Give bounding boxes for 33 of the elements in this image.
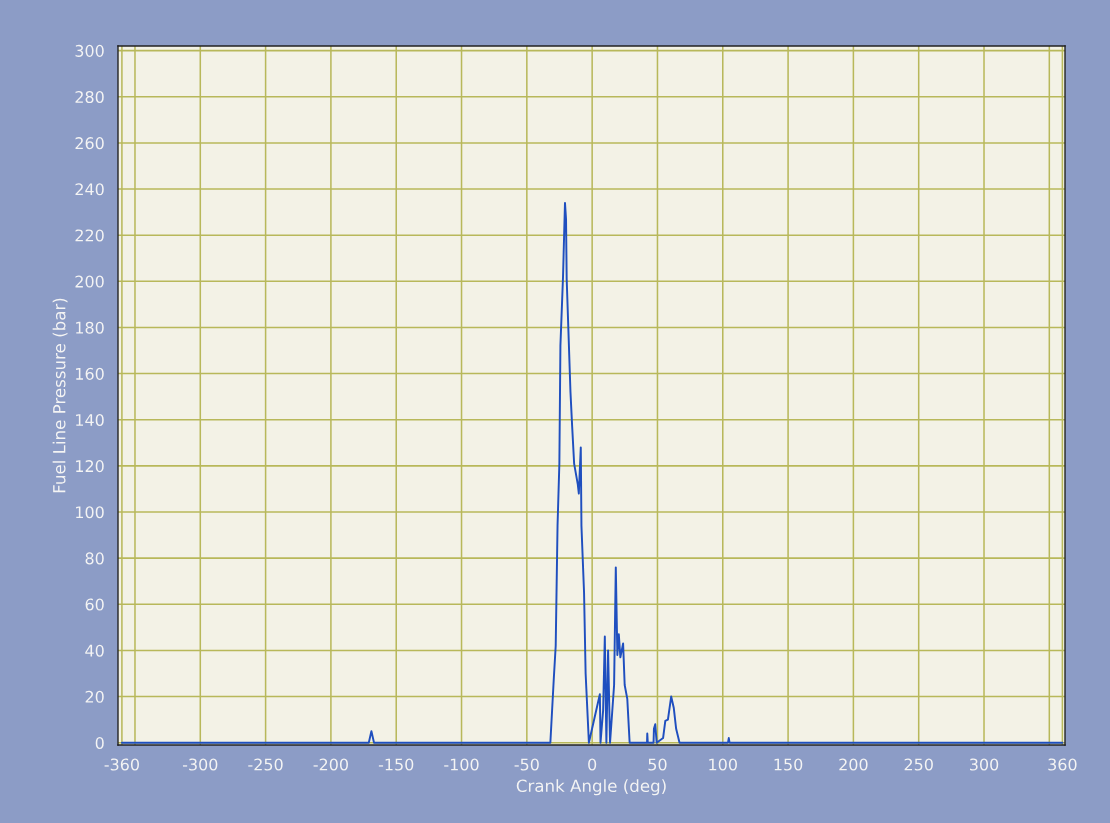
y-tick-label: 180 <box>76 321 104 334</box>
y-tick-label: 220 <box>75 229 104 242</box>
x-tick-label: -360 <box>104 758 139 771</box>
x-tick-label: 200 <box>839 758 868 771</box>
y-tick-label: 100 <box>76 506 104 519</box>
y-tick-label: 20 <box>85 690 104 703</box>
x-tick-label: -50 <box>514 758 539 771</box>
y-tick-label: 140 <box>76 413 104 427</box>
y-tick-label: 260 <box>75 137 104 150</box>
x-tick-label: -150 <box>378 758 414 771</box>
y-tick-label: 60 <box>85 598 104 611</box>
x-tick-label: 150 <box>774 758 803 771</box>
y-tick-label: 240 <box>75 183 104 196</box>
x-tick-label: 360 <box>1048 758 1077 771</box>
x-tick-label: 100 <box>709 758 737 771</box>
y-tick-label: 280 <box>75 90 104 104</box>
y-tick-label: 160 <box>76 367 104 380</box>
x-tick-label: -300 <box>182 758 218 771</box>
y-tick-label: 0 <box>95 736 104 749</box>
x-tick-label: 250 <box>904 758 933 771</box>
y-axis-title: Fuel Line Pressure (bar) <box>52 298 68 493</box>
x-tick-label: 300 <box>969 758 999 771</box>
x-tick-label: 0 <box>588 758 597 771</box>
x-tick-label: -250 <box>248 758 283 771</box>
x-axis-title: Crank Angle (deg) <box>516 779 666 796</box>
y-tick-label: 80 <box>85 552 104 565</box>
y-tick-label: 200 <box>75 275 104 288</box>
y-tick-label: 40 <box>85 644 104 657</box>
y-tick-label: 300 <box>75 44 104 57</box>
x-tick-label: -100 <box>444 758 479 771</box>
x-tick-label: 50 <box>648 758 667 771</box>
x-tick-label: -200 <box>313 758 348 771</box>
y-tick-label: 120 <box>76 460 104 473</box>
